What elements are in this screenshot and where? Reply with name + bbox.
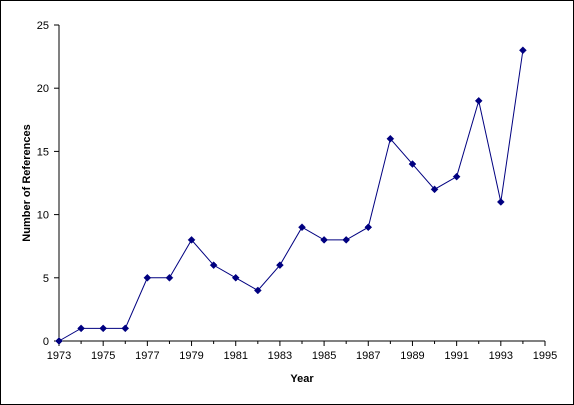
y-ticks: 0 5 10 15 20 25	[37, 20, 59, 348]
data-point	[143, 273, 152, 282]
x-tick-label: 1989	[400, 350, 424, 362]
x-tick-label: 1993	[489, 350, 513, 362]
series-group	[55, 46, 527, 345]
data-point	[276, 261, 284, 270]
x-tick-label: 1979	[179, 350, 203, 362]
data-point	[99, 324, 108, 333]
data-point	[209, 261, 218, 270]
y-tick-label: 0	[43, 336, 49, 348]
data-point	[496, 198, 505, 206]
data-point	[452, 172, 461, 181]
data-point	[408, 160, 417, 168]
y-axis-title: Number of References	[21, 124, 33, 241]
x-tick-label: 1981	[223, 350, 247, 362]
x-ticks: 1973 1975 1977 1979 1981 1983 1985 1987 1989 1991…	[47, 341, 557, 362]
x-tick-label: 1977	[135, 350, 159, 362]
x-tick-label: 1987	[356, 350, 380, 362]
x-tick-label: 1973	[47, 350, 71, 362]
data-point	[364, 223, 373, 232]
data-point	[519, 46, 527, 55]
data-point	[474, 96, 483, 105]
data-point	[187, 236, 196, 244]
x-tick-label: 1985	[312, 350, 336, 362]
data-point	[320, 236, 328, 244]
y-tick-label: 20	[37, 83, 49, 95]
x-tick-label: 1975	[91, 350, 115, 362]
data-point	[55, 337, 63, 345]
y-tick-label: 15	[37, 146, 49, 158]
data-point	[386, 134, 395, 143]
x-tick-label: 1991	[444, 350, 468, 362]
y-tick-label: 10	[37, 210, 49, 222]
axes	[58, 25, 545, 342]
x-tick-label: 1995	[533, 350, 557, 362]
y-tick-label: 5	[43, 273, 49, 285]
y-tick-label: 25	[37, 20, 49, 32]
data-point	[165, 273, 174, 282]
data-point	[253, 286, 262, 295]
data-point	[342, 236, 351, 244]
x-axis-title: Year	[290, 373, 314, 385]
x-tick-label: 1983	[268, 350, 292, 362]
data-point	[231, 273, 240, 282]
data-point	[298, 223, 306, 232]
series-line	[58, 50, 524, 342]
data-point	[121, 324, 130, 333]
data-point	[430, 185, 439, 194]
data-point	[77, 324, 85, 333]
